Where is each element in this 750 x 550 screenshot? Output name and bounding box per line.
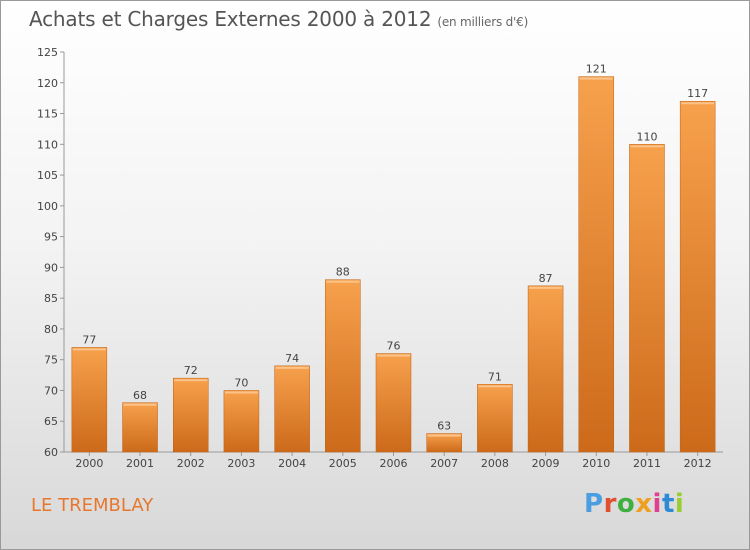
- y-tick-label: 105: [37, 169, 58, 182]
- y-tick-label: 95: [44, 231, 58, 244]
- x-tick-label-2009: 2009: [532, 457, 560, 470]
- logo-letter: o: [616, 489, 636, 519]
- place-name: LE TREMBLAY: [31, 495, 154, 516]
- y-tick-label: 120: [37, 77, 58, 90]
- x-tick-label-2003: 2003: [227, 457, 255, 470]
- y-tick-label: 100: [37, 200, 58, 213]
- y-tick-label: 60: [44, 446, 58, 459]
- data-label-2006: 76: [387, 340, 401, 353]
- data-label-2005: 88: [336, 266, 350, 279]
- logo-letter: t: [661, 489, 675, 519]
- y-tick-label: 70: [44, 384, 58, 397]
- bar-highlight: [377, 354, 410, 357]
- bar-chart: 60 65 70 75 80 85 90 95 100 105 110 115 120 125 2000 20…: [37, 46, 723, 470]
- x-tick-label-2001: 2001: [126, 457, 154, 470]
- data-label-2000: 77: [82, 333, 96, 346]
- y-tick-label: 80: [44, 323, 58, 336]
- bar-highlight: [326, 280, 360, 283]
- x-tick-label-2010: 2010: [582, 457, 610, 470]
- bar-highlight: [529, 286, 563, 289]
- bar-2009: [527, 285, 564, 453]
- bar-2012: [679, 100, 716, 453]
- x-tick-label-2000: 2000: [75, 457, 103, 470]
- data-label-2004: 74: [285, 352, 299, 365]
- logo-letter: i: [674, 489, 685, 519]
- logo-letter: x: [635, 489, 653, 519]
- bar-highlight: [630, 145, 664, 148]
- data-label-2003: 70: [234, 376, 248, 389]
- bars: 77 68 72 70 74 88 76 63 71 87 121 110 117: [71, 63, 716, 453]
- y-tick-label: 85: [44, 292, 58, 305]
- y-tick-label: 110: [37, 138, 58, 151]
- bar-highlight: [427, 434, 461, 437]
- y-tick-label: 125: [37, 46, 58, 59]
- bar-2011: [629, 144, 665, 453]
- logo-letter: P: [584, 489, 604, 519]
- bar-2008: [477, 384, 513, 453]
- bar-highlight: [174, 379, 208, 382]
- bar-2000: [71, 347, 108, 453]
- bar-2004: [274, 365, 310, 453]
- bar-highlight: [478, 385, 512, 388]
- bar-highlight: [681, 102, 715, 105]
- data-label-2010: 121: [586, 63, 607, 76]
- logo-letter: i: [652, 489, 662, 519]
- data-label-2007: 63: [437, 420, 451, 433]
- x-tick-label-2005: 2005: [329, 457, 357, 470]
- bar-highlight: [275, 366, 309, 369]
- y-tick-label: 65: [44, 415, 58, 428]
- x-tick-label-2002: 2002: [177, 457, 205, 470]
- bar-2007: [426, 433, 462, 453]
- x-tick-label-2012: 2012: [684, 457, 712, 470]
- bar-highlight: [224, 391, 258, 394]
- bar-2001: [122, 402, 158, 453]
- x-tick-label-2006: 2006: [380, 457, 408, 470]
- data-label-2002: 72: [184, 364, 198, 377]
- bar-2002: [172, 377, 209, 453]
- y-tick-label: 115: [37, 108, 58, 121]
- x-tick-label-2004: 2004: [278, 457, 306, 470]
- bar-2010: [578, 76, 615, 453]
- logo-letter: r: [603, 489, 617, 519]
- bar-highlight: [72, 348, 106, 351]
- axes: 60 65 70 75 80 85 90 95 100 105 110 115 120 125 2000 20…: [37, 46, 723, 470]
- bar-2005: [325, 279, 361, 453]
- bar-highlight: [579, 77, 613, 80]
- x-tick-label-2008: 2008: [481, 457, 509, 470]
- x-tick-label-2007: 2007: [430, 457, 458, 470]
- bar-2006: [375, 353, 412, 453]
- bar-highlight: [123, 403, 157, 406]
- y-tick-label: 90: [44, 261, 58, 274]
- data-label-2001: 68: [133, 389, 147, 402]
- x-tick-label-2011: 2011: [633, 457, 661, 470]
- y-tick-label: 75: [44, 354, 58, 367]
- bar-2003: [223, 390, 260, 453]
- data-label-2012: 117: [687, 87, 708, 100]
- chart-title: Achats et Charges Externes 2000 à 2012 (e…: [29, 7, 528, 31]
- proxiti-logo: Proxiti: [584, 489, 684, 519]
- chart-title-text: Achats et Charges Externes 2000 à 2012: [29, 7, 432, 31]
- data-label-2008: 71: [488, 370, 502, 383]
- data-label-2009: 87: [539, 272, 553, 285]
- chart-subtitle: (en milliers d'€): [437, 15, 529, 29]
- data-label-2011: 110: [636, 130, 657, 143]
